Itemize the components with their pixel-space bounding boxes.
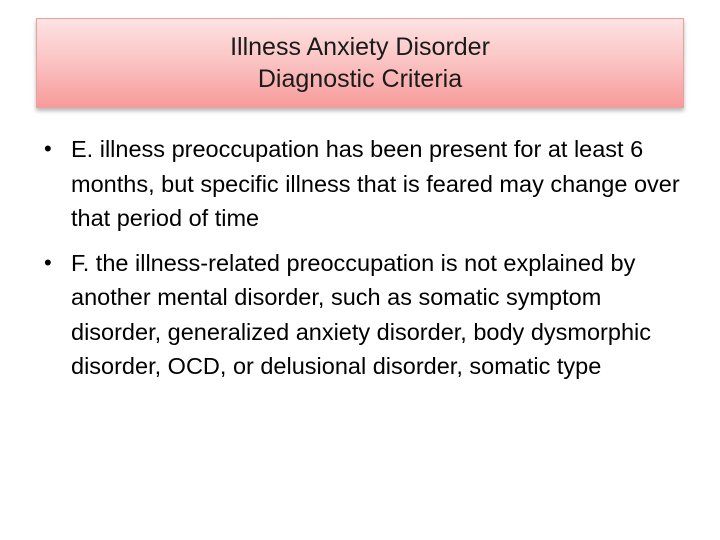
slide-subtitle: Diagnostic Criteria [257, 65, 463, 93]
list-item: • F. the illness-related preoccupation i… [42, 246, 682, 384]
bullet-dot-icon: • [44, 136, 52, 161]
slide-title-box: Illness Anxiety Disorder Diagnostic Crit… [36, 18, 684, 108]
list-item: • E. illness preoccupation has been pres… [42, 132, 682, 236]
bullet-list: • E. illness preoccupation has been pres… [42, 132, 682, 394]
bullet-text: F. the illness-related preoccupation is … [71, 249, 651, 380]
bullet-text: E. illness preoccupation has been presen… [71, 136, 680, 231]
bullet-dot-icon: • [44, 249, 52, 275]
slide-title: Illness Anxiety Disorder [230, 33, 490, 61]
